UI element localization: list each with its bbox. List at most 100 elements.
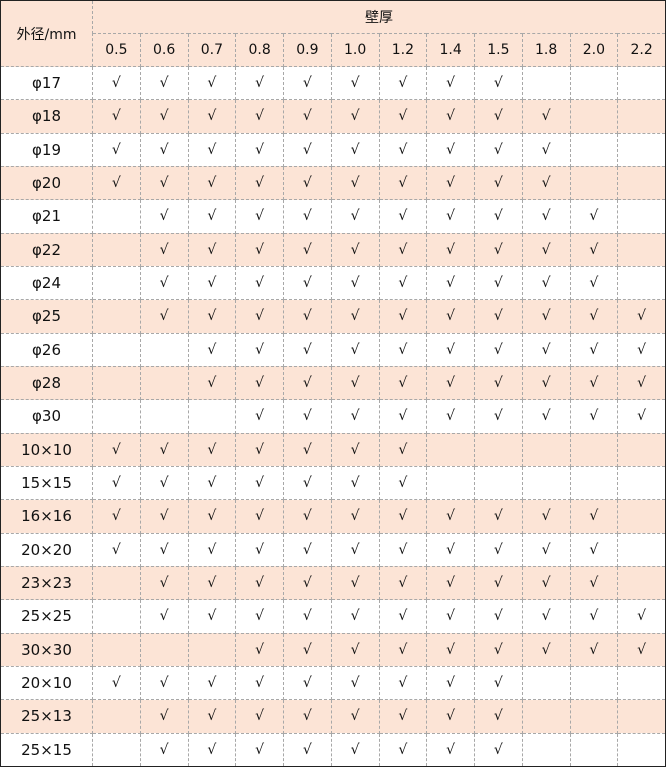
check-mark-cell: √ [521,532,571,567]
size-label: φ26 [0,332,93,367]
check-mark-cell: √ [426,732,475,767]
check-mark-cell: √ [330,665,380,701]
check-mark-cell: √ [92,499,141,534]
check-mark-cell: √ [426,599,475,634]
check-mark-cell: √ [378,65,428,101]
check-mark-cell: √ [617,632,666,667]
check-mark-cell: √ [426,265,475,301]
check-mark-cell: √ [283,199,332,234]
check-mark-cell: √ [187,265,237,301]
table-row: 15×15 √ √ √ √ √ √ √ [0,465,666,501]
check-mark-cell: √ [474,532,523,567]
empty-cell [92,699,141,734]
check-mark-cell: √ [474,332,523,367]
check-mark-cell: √ [330,432,380,467]
check-mark-cell: √ [426,299,475,334]
check-mark-cell: √ [521,565,571,601]
check-mark-cell: √ [569,265,619,301]
empty-cell [426,432,475,467]
check-mark-cell: √ [235,332,284,367]
check-mark-cell: √ [330,165,380,201]
empty-cell [474,432,523,467]
table-row: 10×10 √ √ √ √ √ √ √ [0,432,666,467]
check-mark-cell: √ [569,299,619,334]
check-mark-cell: √ [235,632,284,667]
empty-cell [92,565,141,601]
check-mark-cell: √ [330,99,380,134]
size-label: φ18 [0,99,93,134]
table-row: 20×20 √ √ √ √ √ √ √ √ √ √ √ [0,532,666,567]
check-mark-cell: √ [187,332,237,367]
check-mark-cell: √ [378,599,428,634]
check-mark-cell: √ [283,232,332,267]
check-mark-cell: √ [187,165,237,201]
empty-cell [617,465,666,501]
thickness-header: 0.5 [92,33,141,67]
check-mark-cell: √ [330,65,380,101]
check-mark-cell: √ [426,665,475,701]
check-mark-cell: √ [474,99,523,134]
size-label: φ21 [0,199,93,234]
empty-cell [521,465,571,501]
check-mark-cell: √ [378,665,428,701]
empty-cell [92,332,141,367]
check-mark-cell: √ [426,199,475,234]
check-mark-cell: √ [187,432,237,467]
check-mark-cell: √ [187,199,237,234]
check-mark-cell: √ [235,265,284,301]
check-mark-cell: √ [474,265,523,301]
size-label: φ17 [0,65,93,101]
check-mark-cell: √ [139,99,189,134]
thickness-header-row: 0.5 0.6 0.7 0.8 0.9 1.0 1.2 1.4 1.5 1.8 2.0 2.2 [1,33,666,67]
check-mark-cell: √ [378,365,428,401]
check-mark-cell: √ [474,399,523,434]
check-mark-cell: √ [474,365,523,401]
check-mark-cell: √ [235,565,284,601]
check-mark-cell: √ [283,632,332,667]
check-mark-cell: √ [330,132,380,167]
thickness-header: 1.8 [521,33,571,67]
check-mark-cell: √ [330,599,380,634]
check-mark-cell: √ [330,632,380,667]
empty-cell [617,699,666,734]
check-mark-cell: √ [92,132,141,167]
table-row: φ20 √ √ √ √ √ √ √ √ √ √ [0,165,666,201]
check-mark-cell: √ [521,132,571,167]
empty-cell [617,732,666,767]
check-mark-cell: √ [330,465,380,501]
table-row: φ25 √ √ √ √ √ √ √ √ √ √ √ [0,299,666,334]
empty-cell [187,632,237,667]
check-mark-cell: √ [426,165,475,201]
empty-cell [426,465,475,501]
empty-cell [617,665,666,701]
thickness-header: 1.2 [378,33,428,67]
check-mark-cell: √ [283,465,332,501]
check-mark-cell: √ [330,299,380,334]
check-mark-cell: √ [283,565,332,601]
check-mark-cell: √ [426,399,475,434]
check-mark-cell: √ [378,99,428,134]
empty-cell [617,265,666,301]
empty-cell [187,399,237,434]
check-mark-cell: √ [378,432,428,467]
check-mark-cell: √ [139,532,189,567]
table-row: φ26 √ √ √ √ √ √ √ √ √ √ [0,332,666,367]
check-mark-cell: √ [187,365,237,401]
check-mark-cell: √ [139,599,189,634]
check-mark-cell: √ [617,599,666,634]
check-mark-cell: √ [378,199,428,234]
check-mark-cell: √ [521,632,571,667]
check-mark-cell: √ [474,632,523,667]
check-mark-cell: √ [187,299,237,334]
check-mark-cell: √ [569,599,619,634]
check-mark-cell: √ [139,265,189,301]
check-mark-cell: √ [283,299,332,334]
empty-cell [617,99,666,134]
check-mark-cell: √ [521,199,571,234]
check-mark-cell: √ [521,599,571,634]
check-mark-cell: √ [283,332,332,367]
empty-cell [617,165,666,201]
empty-cell [521,432,571,467]
check-mark-cell: √ [139,699,189,734]
check-mark-cell: √ [330,699,380,734]
